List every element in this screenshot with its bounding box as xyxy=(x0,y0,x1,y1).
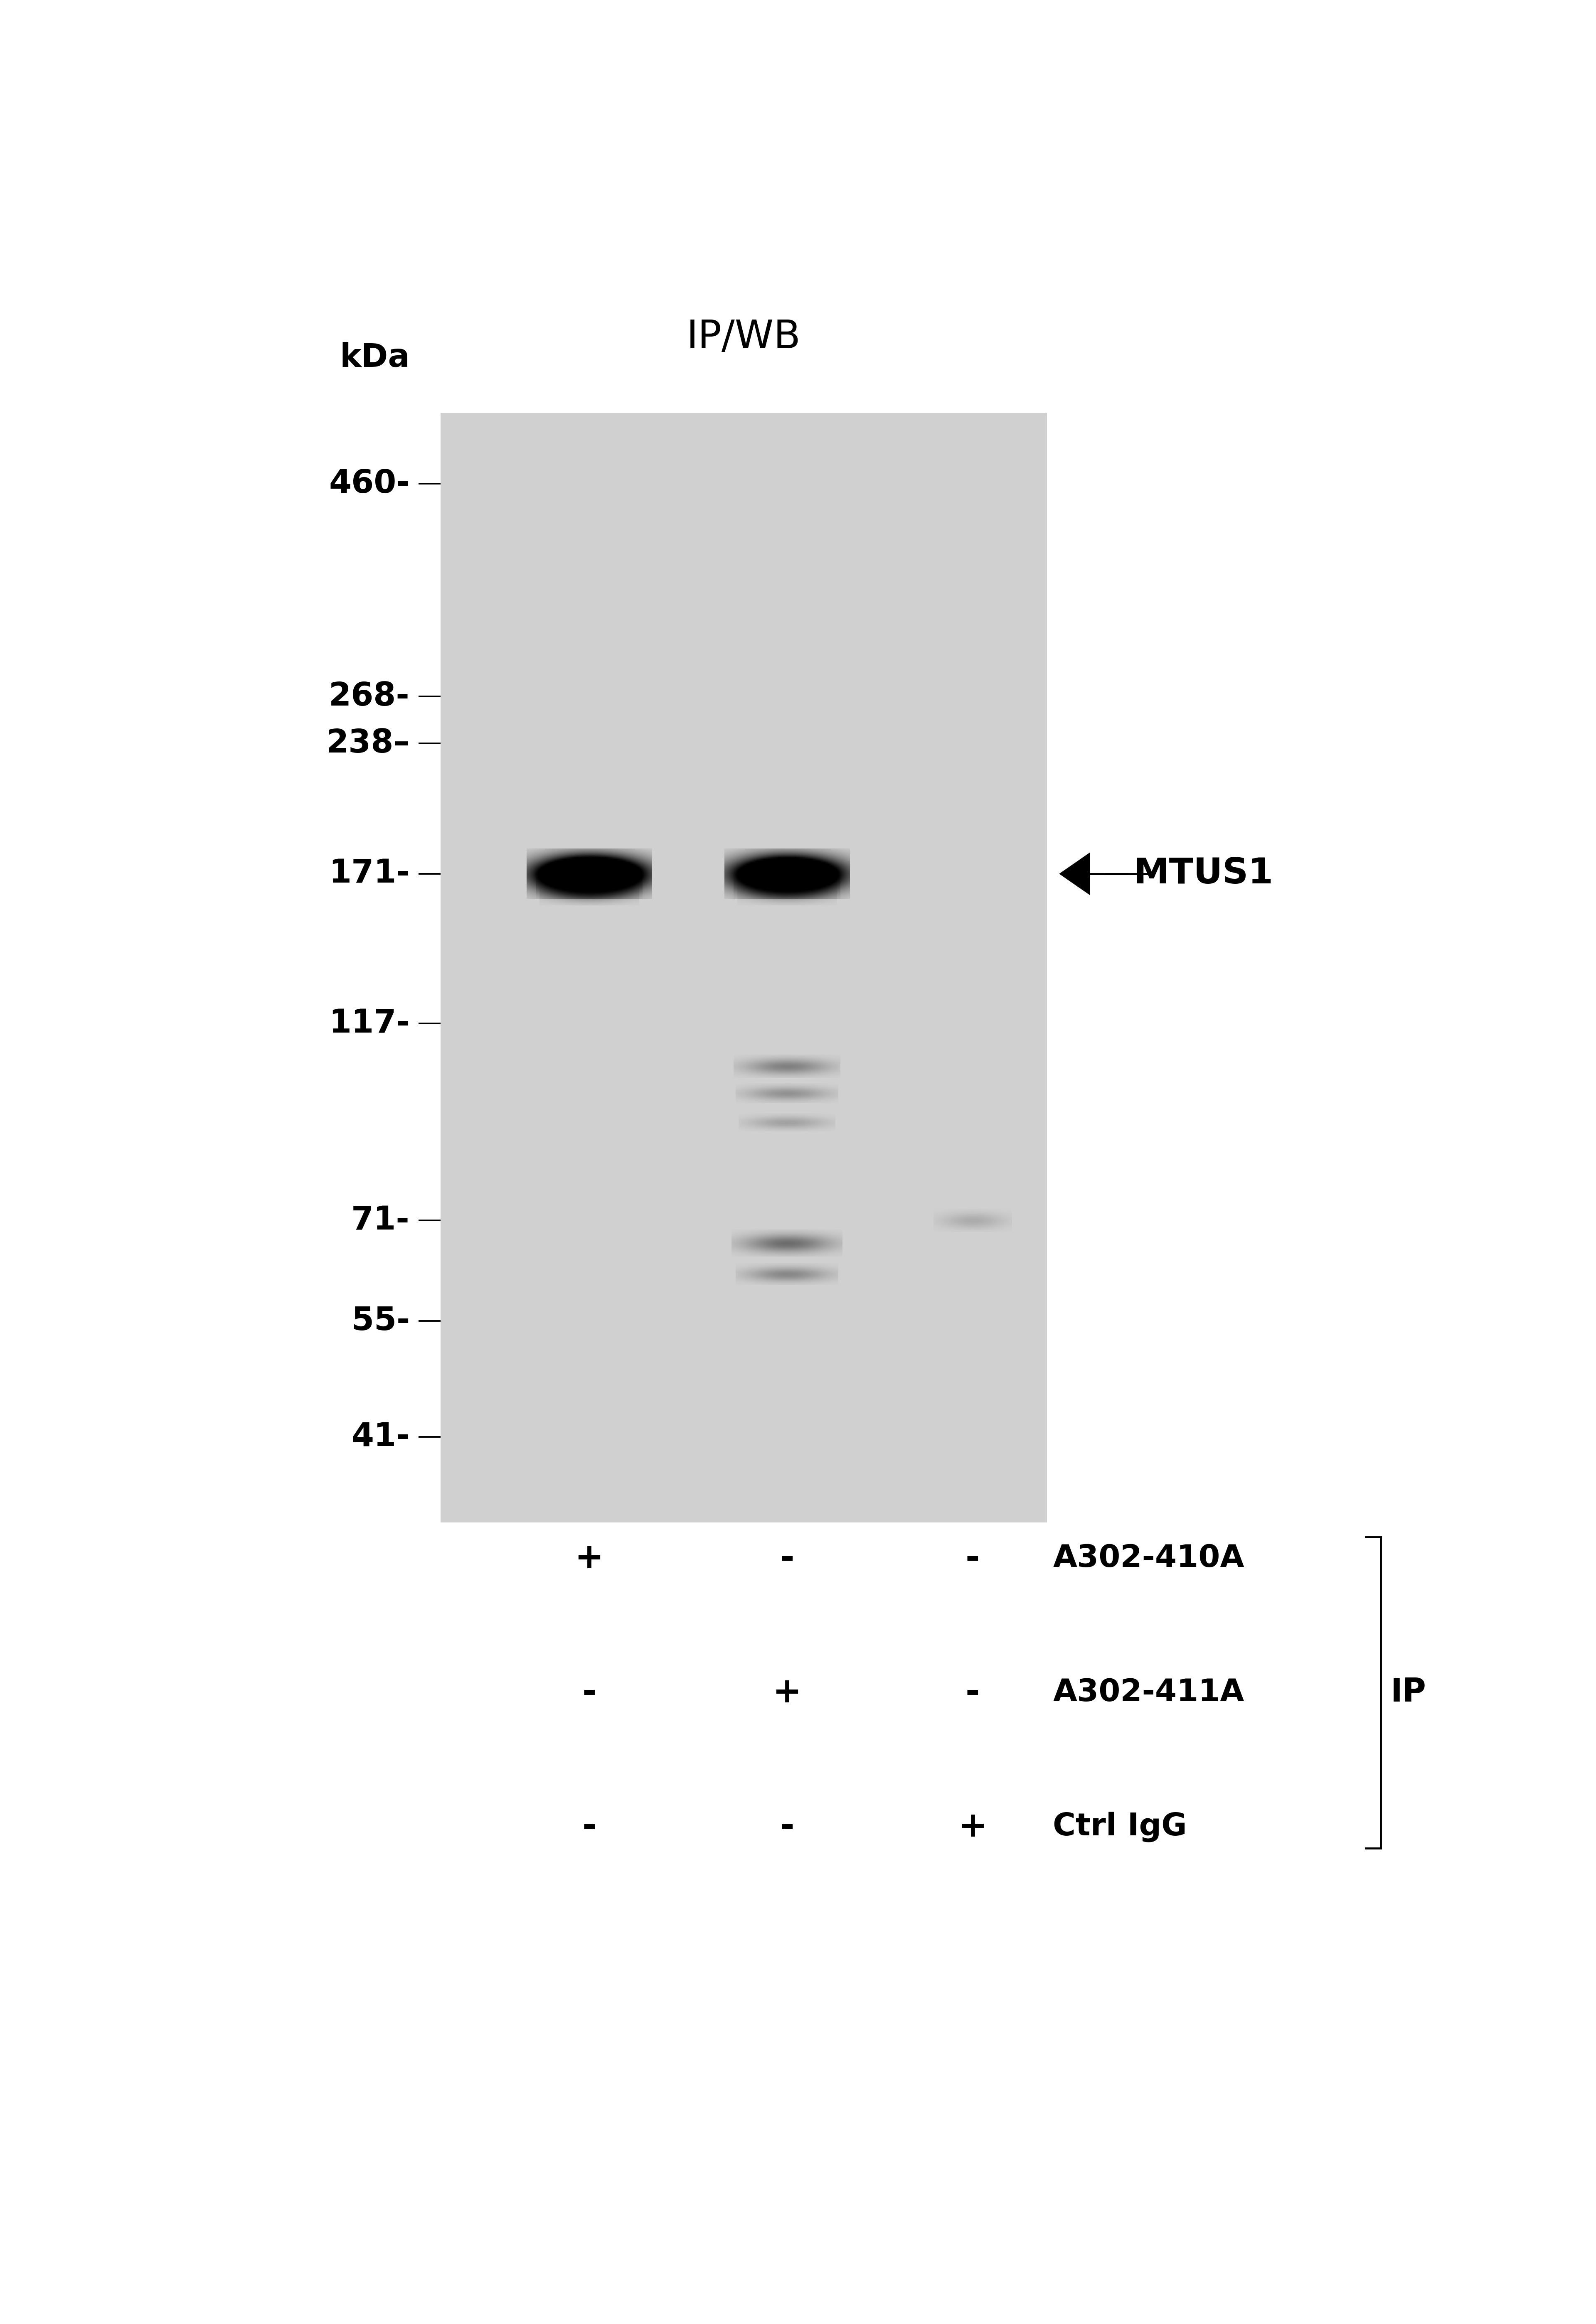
Text: -: - xyxy=(583,1676,597,1710)
Text: +: + xyxy=(772,1676,801,1710)
Text: 460-: 460- xyxy=(329,467,410,500)
Text: MTUS1: MTUS1 xyxy=(1133,858,1274,890)
Text: -: - xyxy=(583,1810,597,1843)
Text: 117-: 117- xyxy=(329,1009,410,1039)
Polygon shape xyxy=(1060,853,1090,895)
Text: +: + xyxy=(958,1810,986,1843)
Text: 55-: 55- xyxy=(351,1306,410,1336)
Text: -: - xyxy=(966,1541,980,1576)
Text: 71-: 71- xyxy=(351,1204,410,1236)
Text: -: - xyxy=(966,1676,980,1710)
Text: 41-: 41- xyxy=(351,1422,410,1452)
Text: -: - xyxy=(780,1810,795,1843)
Text: A302-410A: A302-410A xyxy=(1053,1543,1245,1573)
Text: 268-: 268- xyxy=(329,681,410,713)
Text: Ctrl IgG: Ctrl IgG xyxy=(1053,1810,1187,1843)
Text: A302-411A: A302-411A xyxy=(1053,1678,1245,1708)
Text: 171-: 171- xyxy=(329,858,410,890)
Text: IP/WB: IP/WB xyxy=(686,318,801,356)
Text: IP: IP xyxy=(1390,1678,1427,1708)
Text: kDa: kDa xyxy=(340,342,410,374)
Text: +: + xyxy=(575,1541,603,1576)
Text: -: - xyxy=(780,1541,795,1576)
Text: 238–: 238– xyxy=(326,727,410,760)
Bar xyxy=(440,414,1047,1522)
